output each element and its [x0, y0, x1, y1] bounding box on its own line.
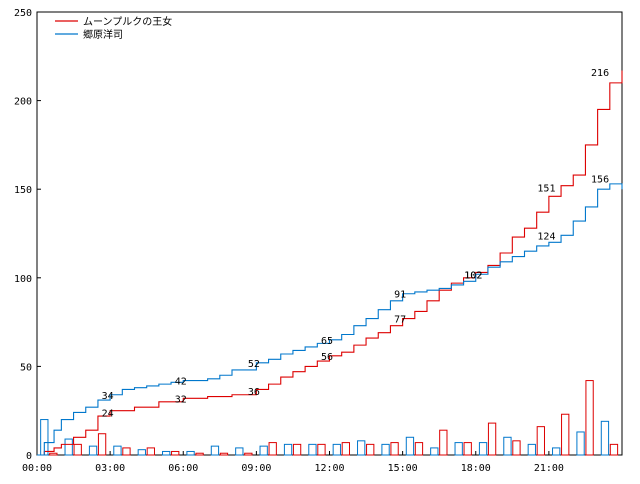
bar-series-1-hour-16 — [430, 447, 439, 456]
bar-series-0-hour-15 — [414, 442, 424, 456]
y-tick-label: 200 — [14, 97, 32, 108]
bar-series-1-hour-6 — [186, 450, 195, 456]
bar-series-0-hour-12 — [341, 442, 350, 456]
x-tick-label: 12:00 — [314, 463, 344, 474]
bar-series-0-hour-3 — [122, 447, 131, 456]
bar-series-0-hour-6 — [195, 452, 204, 456]
y-tick-label: 100 — [14, 274, 32, 285]
bar-series-1-hour-13 — [357, 440, 366, 456]
bar-series-1-hour-18 — [478, 442, 488, 456]
y-tick-label: 250 — [14, 8, 32, 19]
series-lines — [37, 70, 623, 456]
bar-series-1-hour-12 — [332, 443, 341, 456]
bar-series-1-hour-10 — [283, 443, 293, 456]
point-label-series-1: 34 — [102, 391, 114, 402]
x-tick-label: 18:00 — [461, 463, 491, 474]
x-tick-label: 06:00 — [168, 463, 198, 474]
point-label-series-0: 216 — [591, 68, 609, 79]
point-label-series-1: 65 — [321, 336, 333, 347]
bar-series-1-hour-2 — [88, 445, 98, 456]
x-tick-label: 03:00 — [95, 463, 125, 474]
bar-series-1-hour-20 — [527, 443, 536, 456]
bar-series-1-hour-19 — [503, 436, 512, 456]
point-label-series-0: 24 — [102, 408, 114, 419]
bar-series-1-hour-15 — [405, 436, 415, 456]
point-label-series-1: 124 — [537, 231, 555, 242]
bar-series-1-hour-9 — [259, 445, 268, 456]
bar-series-0-hour-22 — [585, 380, 594, 456]
bar-series-1-hour-22 — [576, 431, 585, 456]
bar-series-0-hour-19 — [512, 440, 521, 456]
bar-series-1-hour-3 — [113, 445, 122, 456]
point-label-series-0: 77 — [394, 315, 406, 326]
bar-series-0-hour-20 — [536, 426, 545, 456]
hourly-bars — [40, 380, 619, 456]
x-tick-label: 00:00 — [22, 463, 52, 474]
bar-series-0-hour-14 — [390, 442, 399, 456]
bar-series-1-hour-23 — [600, 420, 610, 456]
bar-series-0-hour-10 — [292, 443, 302, 456]
bar-series-0-hour-21 — [561, 413, 570, 456]
bar-series-0-hour-23 — [609, 443, 619, 456]
plot-frame — [36, 11, 623, 456]
bar-series-0-hour-8 — [244, 452, 253, 456]
legend: ムーンプルクの王女 郷原洋司 — [55, 15, 172, 41]
bar-series-0-hour-16 — [439, 429, 448, 456]
x-tick-label: 21:00 — [534, 463, 564, 474]
bar-series-0-hour-5 — [171, 450, 180, 456]
bar-series-1-hour-7 — [210, 445, 220, 456]
point-label-series-1: 102 — [464, 270, 482, 281]
bar-series-0-hour-11 — [317, 443, 326, 456]
y-tick-label: 50 — [20, 362, 32, 373]
y-tick-label: 150 — [14, 185, 32, 196]
line-series-1 — [37, 183, 623, 456]
bar-series-0-hour-1 — [73, 443, 82, 456]
bar-series-1-hour-1 — [64, 438, 73, 456]
point-label-series-0: 151 — [537, 183, 555, 194]
bar-series-0-hour-18 — [487, 422, 497, 456]
line-series-0 — [37, 70, 623, 456]
bar-series-1-hour-5 — [162, 450, 171, 456]
x-tick-label: 09:00 — [241, 463, 271, 474]
bar-series-0-hour-2 — [97, 433, 107, 456]
point-label-series-1: 156 — [591, 175, 609, 186]
bar-series-0-hour-13 — [366, 443, 375, 456]
bar-series-0-hour-4 — [146, 447, 155, 456]
bar-series-1-hour-11 — [308, 443, 317, 456]
bar-series-0-hour-0 — [49, 452, 58, 456]
bar-series-1-hour-4 — [137, 449, 146, 456]
bar-series-0-hour-9 — [268, 442, 277, 456]
legend-label-series-0: ムーンプルクの王女 — [83, 15, 172, 28]
bar-series-1-hour-17 — [454, 442, 463, 456]
point-label-series-0: 102 — [464, 270, 482, 281]
legend-label-series-1: 郷原洋司 — [83, 28, 123, 41]
bar-series-1-hour-14 — [381, 443, 390, 456]
bar-series-0-hour-17 — [463, 442, 472, 456]
bar-series-1-hour-21 — [552, 447, 561, 456]
point-label-series-1: 52 — [248, 359, 260, 370]
bar-series-0-hour-7 — [219, 452, 229, 456]
y-tick-label: 0 — [26, 451, 32, 462]
point-label-series-1: 91 — [394, 290, 406, 301]
x-axis: 00:00 03:00 06:00 09:00 12:00 15:00 18:00 21:00 — [22, 451, 564, 474]
point-label-series-1: 42 — [175, 377, 187, 388]
point-label-series-0: 36 — [248, 387, 260, 398]
point-label-series-0: 32 — [175, 394, 187, 405]
point-label-series-0: 56 — [321, 352, 333, 363]
bar-series-1-hour-8 — [235, 447, 244, 456]
x-tick-label: 15:00 — [388, 463, 418, 474]
